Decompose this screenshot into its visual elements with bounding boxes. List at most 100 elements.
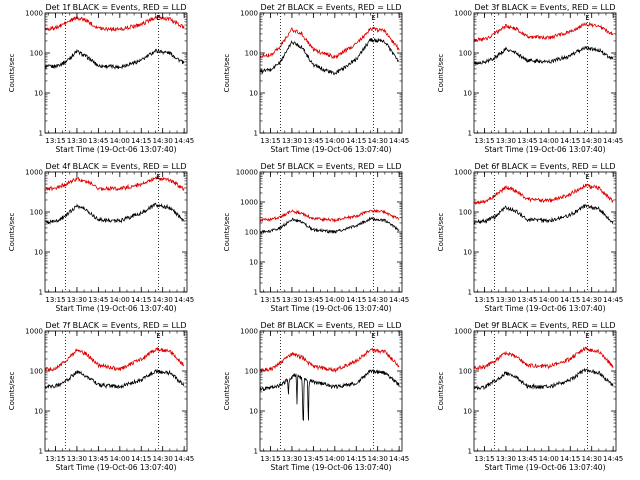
chart-panel: Det 4f BLACK = Events, RED = LLD E 1 10 100 1… — [8, 162, 194, 313]
x-tick-label: 13:15 — [474, 137, 494, 145]
y-tick-label: 10 — [249, 408, 258, 416]
y-tick-label: 1 — [39, 448, 43, 456]
chart-panel: Det 8f BLACK = Events, RED = LLD E 1 10 100 1… — [223, 321, 409, 472]
y-tick-label: 1000 — [240, 328, 258, 336]
time-marker-label: E — [371, 332, 375, 340]
x-tick-label: 13:30 — [282, 296, 302, 304]
time-marker-label: E — [156, 332, 160, 340]
lld-rate-line — [474, 346, 614, 371]
x-tick-label: 13:45 — [303, 455, 323, 463]
x-tick-label: 14:30 — [368, 296, 388, 304]
y-tick-label: 100 — [245, 368, 258, 376]
chart-panel: Det 6f BLACK = Events, RED = LLD E 1 10 100 1… — [437, 162, 623, 313]
x-tick-label: 14:45 — [389, 455, 409, 463]
x-tick-label: 13:45 — [88, 137, 108, 145]
events-rate-line — [260, 37, 400, 76]
x-tick-label: 13:30 — [67, 296, 87, 304]
chart-panel: Det 5f BLACK = Events, RED = LLD 1 10 100 10… — [223, 162, 409, 313]
x-tick-label: 14:45 — [603, 137, 623, 145]
x-tick-label: 14:30 — [368, 137, 388, 145]
time-marker-label: E — [585, 14, 589, 22]
chart-panel: Det 1f BLACK = Events, RED = LLD E 1 10 100 1… — [8, 3, 194, 154]
plot-frame — [44, 12, 188, 134]
plot-frame — [44, 330, 188, 452]
x-axis-label: Start Time (19-Oct-06 13:07:40) — [484, 463, 605, 472]
x-tick-label: 14:15 — [346, 137, 366, 145]
x-tick-label: 13:30 — [67, 455, 87, 463]
y-tick-label: 1 — [39, 289, 43, 297]
events-rate-line — [260, 368, 400, 421]
lld-rate-line — [45, 346, 185, 372]
x-axis-label: Start Time (19-Oct-06 13:07:40) — [55, 463, 176, 472]
lld-rate-line — [260, 26, 400, 60]
x-tick-label: 14:00 — [325, 137, 345, 145]
x-tick-label: 14:00 — [110, 296, 130, 304]
lld-rate-line — [260, 208, 400, 223]
x-tick-label: 13:45 — [517, 296, 537, 304]
y-tick-label: 100 — [459, 368, 472, 376]
x-tick-label: 14:00 — [539, 137, 559, 145]
lld-rate-line — [474, 21, 614, 43]
x-tick-label: 14:00 — [539, 296, 559, 304]
chart-title: Det 8f BLACK = Events, RED = LLD — [260, 321, 401, 330]
chart-panel: Det 2f BLACK = Events, RED = LLD E 1 10 100 1… — [223, 3, 409, 154]
x-axis-label: Start Time (19-Oct-06 13:07:40) — [270, 304, 391, 313]
chart-title: Det 1f BLACK = Events, RED = LLD — [45, 3, 186, 12]
events-rate-line — [45, 48, 185, 70]
lld-rate-line — [45, 14, 185, 33]
x-tick-label: 13:45 — [517, 455, 537, 463]
x-axis-label: Start Time (19-Oct-06 13:07:40) — [55, 304, 176, 313]
y-tick-label: 1000 — [25, 10, 43, 18]
x-tick-label: 14:30 — [153, 455, 173, 463]
x-tick-label: 14:15 — [131, 455, 151, 463]
events-rate-line — [45, 369, 185, 390]
events-rate-line — [474, 46, 614, 66]
plot-frame — [259, 330, 403, 452]
x-tick-label: 13:15 — [474, 455, 494, 463]
y-tick-label: 100 — [30, 50, 43, 58]
y-tick-label: 1 — [468, 289, 472, 297]
chart-panel: Det 3f BLACK = Events, RED = LLD E 1 10 100 1… — [437, 3, 623, 154]
y-tick-label: 10 — [463, 90, 472, 98]
x-tick-label: 14:30 — [582, 296, 602, 304]
y-axis-label: Counts/sec — [437, 213, 445, 252]
y-tick-label: 1000 — [240, 10, 258, 18]
x-tick-label: 13:30 — [67, 137, 87, 145]
y-axis-label: Counts/sec — [8, 54, 16, 93]
x-tick-label: 13:45 — [88, 296, 108, 304]
x-tick-label: 14:30 — [582, 137, 602, 145]
y-tick-label: 100 — [30, 209, 43, 217]
time-marker-label: E — [585, 173, 589, 181]
time-marker-label: E — [371, 14, 375, 22]
x-tick-label: 13:30 — [496, 296, 516, 304]
x-tick-label: 14:45 — [174, 296, 194, 304]
plot-frame — [473, 12, 617, 134]
y-axis-label: Counts/sec — [223, 213, 231, 252]
chart-title: Det 6f BLACK = Events, RED = LLD — [474, 162, 615, 171]
events-rate-line — [45, 202, 185, 225]
x-tick-label: 13:45 — [303, 137, 323, 145]
chart-title: Det 7f BLACK = Events, RED = LLD — [45, 321, 186, 330]
y-tick-label: 1 — [468, 448, 472, 456]
x-axis-label: Start Time (19-Oct-06 13:07:40) — [55, 145, 176, 154]
lld-rate-line — [45, 175, 185, 192]
y-tick-label: 10000 — [236, 169, 258, 177]
plot-frame — [44, 171, 188, 293]
x-tick-label: 14:15 — [131, 296, 151, 304]
x-tick-label: 14:00 — [325, 296, 345, 304]
plot-frame — [473, 171, 617, 293]
y-axis-label: Counts/sec — [8, 372, 16, 411]
x-tick-label: 14:45 — [603, 296, 623, 304]
x-tick-label: 14:45 — [389, 296, 409, 304]
x-tick-label: 13:15 — [474, 296, 494, 304]
chart-title: Det 4f BLACK = Events, RED = LLD — [45, 162, 186, 171]
y-tick-label: 10 — [249, 259, 258, 267]
y-tick-label: 1 — [468, 130, 472, 138]
x-tick-label: 13:15 — [260, 455, 280, 463]
x-tick-label: 14:30 — [368, 455, 388, 463]
lld-rate-line — [474, 183, 614, 206]
x-tick-label: 14:45 — [174, 137, 194, 145]
x-tick-label: 14:45 — [174, 455, 194, 463]
x-tick-label: 13:15 — [45, 296, 65, 304]
